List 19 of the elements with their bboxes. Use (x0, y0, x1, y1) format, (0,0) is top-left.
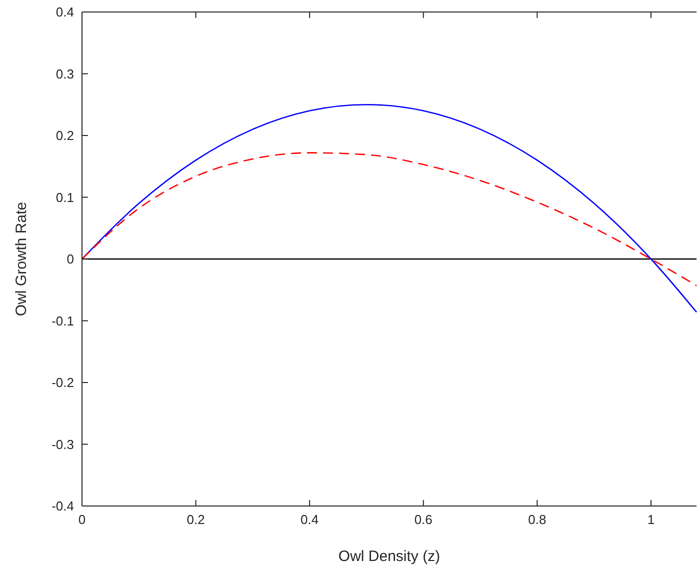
x-tick-label: 0.4 (300, 512, 319, 527)
line-series (81, 152, 697, 286)
y-tick-label: -0.1 (52, 313, 74, 328)
x-tick-label: 0.6 (414, 512, 432, 527)
y-tick-label: 0.3 (56, 66, 74, 82)
y-tick-label: 0.1 (56, 190, 74, 205)
y-tick-label: -0.4 (52, 498, 74, 514)
x-tick-label: 0.2 (186, 512, 205, 527)
y-tick-label: 0 (66, 252, 74, 267)
x-tick-label: 0.8 (528, 512, 546, 527)
x-axis-title: Owl Density (z) (338, 548, 440, 565)
x-tick-label: 1 (647, 512, 655, 527)
y-tick-label: -0.3 (52, 436, 74, 452)
y-tick-label: 0.4 (56, 4, 74, 20)
y-tick-label: -0.2 (52, 375, 74, 390)
y-axis-title: Owl Growth Rate (13, 202, 30, 316)
x-tick-label: 0 (78, 512, 86, 527)
y-tick-label: 0.2 (56, 128, 74, 144)
line-series (81, 104, 697, 313)
